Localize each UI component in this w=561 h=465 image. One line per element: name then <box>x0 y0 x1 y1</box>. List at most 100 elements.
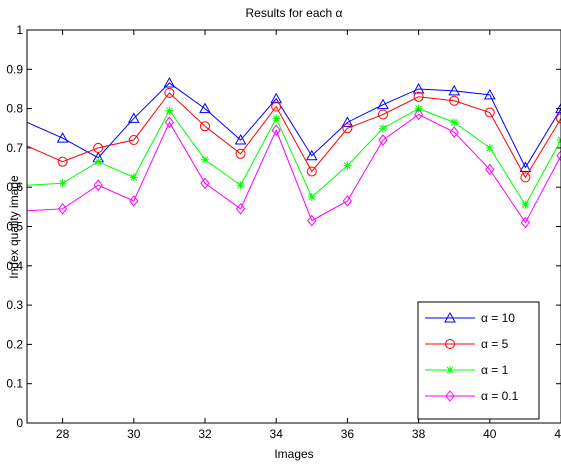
legend-item: α = 5 <box>425 337 509 351</box>
data-point <box>413 108 424 121</box>
data-point <box>57 156 68 167</box>
y-tick-label: 1 <box>16 23 23 37</box>
data-point <box>449 126 459 138</box>
x-tick-label: 42 <box>554 427 561 441</box>
data-point <box>306 166 317 177</box>
data-point <box>343 161 352 170</box>
data-point <box>448 84 461 96</box>
x-tick-label: 32 <box>198 427 212 441</box>
y-tick-label: 0.8 <box>6 102 23 116</box>
legend-label: α = 5 <box>481 337 509 351</box>
y-tick-label: 0.3 <box>6 298 23 312</box>
data-point <box>272 114 281 123</box>
series-line <box>26 82 561 169</box>
series-2 <box>26 87 561 183</box>
data-point <box>201 155 209 164</box>
data-point <box>449 95 460 106</box>
legend-marker <box>446 366 454 374</box>
series-1 <box>26 77 561 173</box>
legend-label: α = 10 <box>481 311 515 325</box>
data-point <box>93 142 104 153</box>
data-point <box>414 104 423 113</box>
legend-item: α = 1 <box>425 363 509 377</box>
data-point <box>307 193 316 202</box>
series-3 <box>26 104 561 209</box>
x-tick-label: 36 <box>341 427 355 441</box>
series-line <box>26 92 561 179</box>
y-tick-label: 0.7 <box>6 141 23 155</box>
data-point <box>236 181 245 190</box>
data-point <box>412 82 425 94</box>
series-line <box>26 108 561 206</box>
data-point <box>305 149 318 161</box>
data-point <box>483 88 496 100</box>
data-point <box>485 143 494 152</box>
y-axis-label: Index quality image <box>7 175 21 279</box>
data-point <box>94 157 103 166</box>
data-point <box>377 98 389 110</box>
legend-label: α = 0.1 <box>481 389 519 403</box>
data-point <box>165 106 174 115</box>
data-point <box>450 118 459 127</box>
data-point <box>129 173 138 182</box>
legend-item: α = 10 <box>425 311 515 325</box>
legend-item: α = 0.1 <box>425 389 519 403</box>
data-point <box>413 91 424 102</box>
y-axis-ticks: 0 0.1 0.2 0.3 0.4 0.5 0.6 0.7 0.8 0.9 1 <box>6 23 561 430</box>
data-point <box>521 200 530 209</box>
data-point <box>199 102 211 114</box>
legend-marker <box>444 311 456 323</box>
data-point <box>58 179 67 188</box>
series-4 <box>26 108 561 229</box>
data-point <box>200 121 210 132</box>
data-point <box>520 172 531 183</box>
data-point <box>519 161 532 173</box>
data-point <box>379 124 387 133</box>
data-point <box>556 113 561 124</box>
x-tick-label: 40 <box>483 427 497 441</box>
data-point <box>93 179 103 192</box>
legend-marker <box>445 390 455 402</box>
data-point <box>57 203 68 215</box>
data-point <box>341 116 354 127</box>
plot-area-frame <box>26 29 561 424</box>
y-tick-label: 0.6 <box>6 180 23 194</box>
legend-marker <box>445 339 455 349</box>
y-tick-label: 0.2 <box>6 337 23 351</box>
data-point <box>128 135 139 146</box>
data-point <box>235 203 246 215</box>
x-tick-label: 28 <box>56 427 70 441</box>
data-point <box>56 132 69 143</box>
data-point <box>200 177 210 190</box>
data-point <box>164 116 175 129</box>
data-point <box>378 109 388 120</box>
data-point <box>270 92 283 104</box>
x-axis-label: Images <box>274 447 313 461</box>
y-tick-label: 0.9 <box>6 62 23 76</box>
series-layer <box>26 77 561 229</box>
data-point <box>164 87 175 98</box>
data-point <box>163 77 176 88</box>
data-point <box>307 214 317 227</box>
data-point <box>235 148 246 159</box>
x-tick-label: 34 <box>270 427 284 441</box>
x-axis-ticks: 28 30 32 34 36 38 40 42 <box>56 30 561 441</box>
y-tick-label: 0.5 <box>6 220 23 234</box>
data-point <box>271 101 282 112</box>
legend-label: α = 1 <box>481 363 509 377</box>
data-point <box>485 163 495 176</box>
data-point <box>520 216 531 229</box>
data-point <box>342 195 353 207</box>
data-point <box>556 149 561 162</box>
chart-title: Results for each α <box>246 6 343 20</box>
legend-box <box>417 301 540 420</box>
data-point <box>378 134 388 146</box>
x-tick-label: 30 <box>127 427 141 441</box>
data-point <box>271 124 281 137</box>
x-tick-label: 38 <box>412 427 426 441</box>
data-point <box>484 107 495 118</box>
data-point <box>129 195 139 207</box>
data-point <box>234 134 247 145</box>
data-point <box>127 112 140 123</box>
